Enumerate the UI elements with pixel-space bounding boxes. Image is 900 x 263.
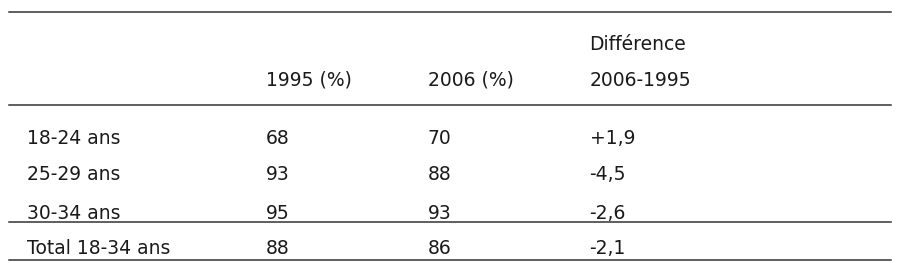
Text: -2,6: -2,6 xyxy=(590,204,625,222)
Text: 68: 68 xyxy=(266,129,289,148)
Text: 86: 86 xyxy=(428,239,451,258)
Text: 1995 (%): 1995 (%) xyxy=(266,71,351,90)
Text: Total 18-34 ans: Total 18-34 ans xyxy=(27,239,170,258)
Text: -4,5: -4,5 xyxy=(590,165,626,184)
Text: Différence: Différence xyxy=(590,35,686,54)
Text: 2006-1995: 2006-1995 xyxy=(590,71,691,90)
Text: 93: 93 xyxy=(266,165,289,184)
Text: -2,1: -2,1 xyxy=(590,239,625,258)
Text: 70: 70 xyxy=(428,129,451,148)
Text: 2006 (%): 2006 (%) xyxy=(428,71,513,90)
Text: 30-34 ans: 30-34 ans xyxy=(27,204,121,222)
Text: 93: 93 xyxy=(428,204,451,222)
Text: +1,9: +1,9 xyxy=(590,129,635,148)
Text: 18-24 ans: 18-24 ans xyxy=(27,129,121,148)
Text: 88: 88 xyxy=(428,165,451,184)
Text: 95: 95 xyxy=(266,204,289,222)
Text: 88: 88 xyxy=(266,239,289,258)
Text: 25-29 ans: 25-29 ans xyxy=(27,165,121,184)
